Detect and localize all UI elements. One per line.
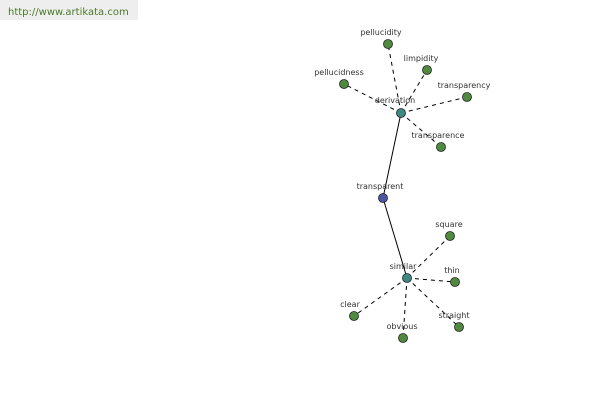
edge (343, 83, 402, 114)
edge (406, 277, 456, 283)
edge (382, 112, 402, 199)
node-label: straight (438, 311, 469, 320)
node (462, 92, 472, 102)
node (454, 322, 464, 332)
node-label: clear (340, 300, 360, 309)
node (398, 333, 408, 343)
node-label: pellucidness (314, 68, 364, 77)
node-label: thin (444, 266, 460, 275)
node (450, 277, 460, 287)
node (396, 108, 406, 118)
edge (400, 69, 428, 114)
node (445, 231, 455, 241)
node (383, 39, 393, 49)
node-label: limpidity (404, 54, 439, 63)
node (339, 79, 349, 89)
edge (353, 277, 408, 317)
node (402, 273, 412, 283)
node-label: pellucidity (360, 28, 402, 37)
node (436, 142, 446, 152)
node-label: similar (390, 262, 418, 271)
node-label: transparent (357, 182, 404, 191)
edge (387, 43, 402, 114)
edge (400, 96, 468, 114)
edge (402, 277, 408, 339)
edge (382, 197, 408, 279)
node (378, 193, 388, 203)
node (349, 311, 359, 321)
edges (343, 43, 468, 339)
node-label: obvious (386, 322, 417, 331)
node-label: derivation (375, 96, 415, 105)
edge (406, 235, 451, 279)
node (422, 65, 432, 75)
node-label: square (435, 220, 462, 229)
url-banner (0, 0, 138, 20)
edge (400, 112, 442, 148)
node-label: transparence (412, 131, 465, 140)
url: http://www.artikata.com (8, 7, 129, 18)
nodes: transparent derivation similar pellucidity l… (314, 28, 491, 343)
node-label: transparency (438, 81, 491, 90)
edge (406, 277, 460, 328)
